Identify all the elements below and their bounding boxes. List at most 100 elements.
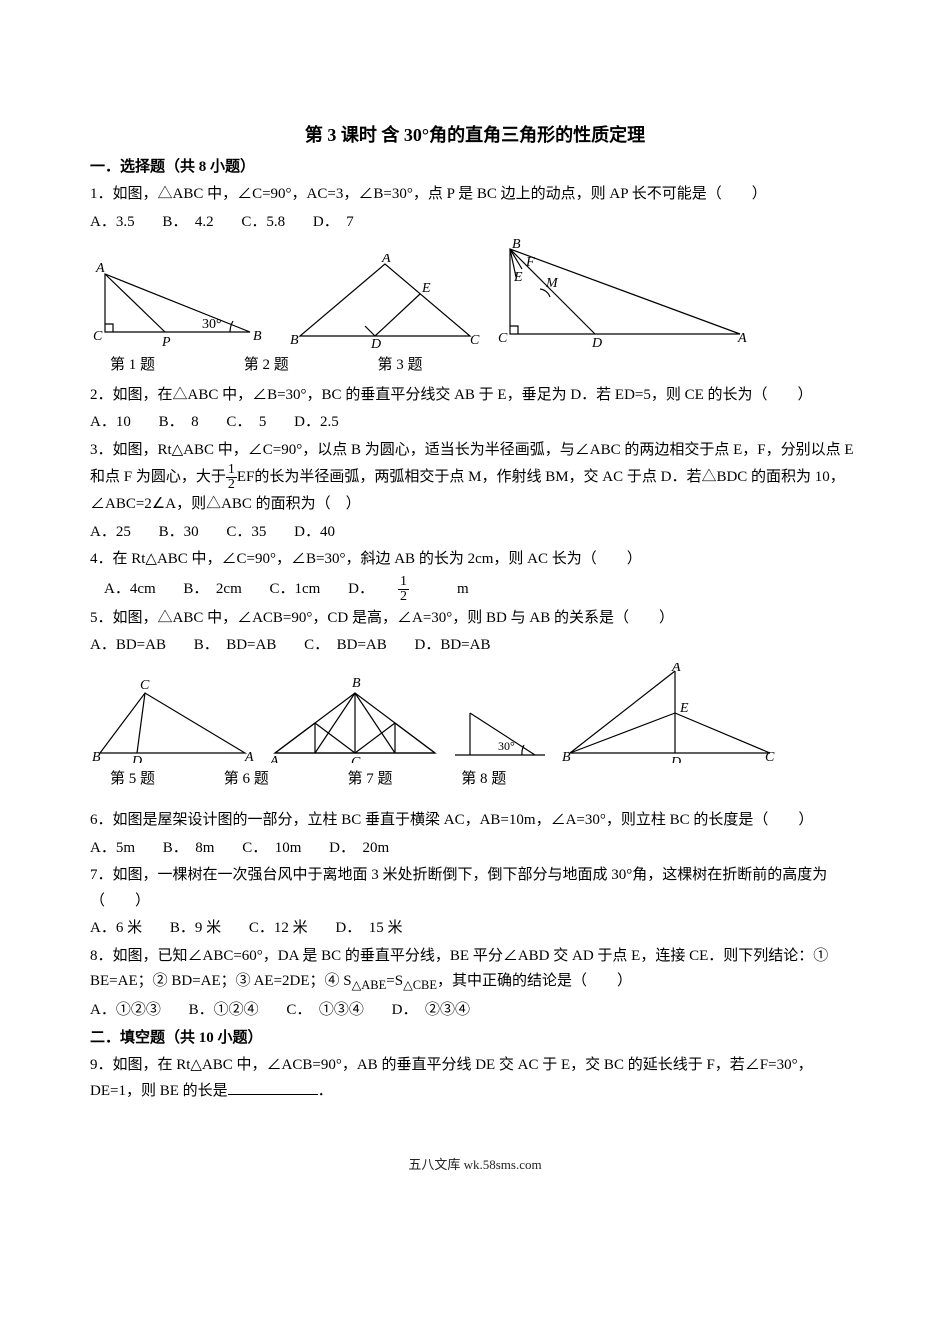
q7-choices: A．6 米 B．9 米 C．12 米 D． 15 米 [90,916,860,942]
svg-text:B: B [512,239,521,252]
svg-text:B: B [562,750,571,763]
figure-q6: A B C [270,673,440,763]
svg-text:D: D [131,754,142,763]
q4-choices: A．4cm B． 2cm C．1cm D．12m [90,575,860,604]
q4-A: A．4cm [104,577,156,603]
q3-A: A．25 [90,520,131,546]
svg-text:A: A [270,754,279,763]
q6-D: D． 20m [329,836,389,862]
figure-row-1: A C B P 30° A B C E D B [90,239,860,349]
fig3-label: 第 3 题 [378,353,423,379]
q1-B: B． 4.2 [162,210,213,236]
q8-sub2: △CBE [403,978,437,992]
q3-stem: 3．如图，Rt△ABC 中，∠C=90°，以点 B 为圆心，适当长为半径画弧，与… [90,438,860,518]
q5-stem: 5．如图，△ABC 中，∠ACB=90°，CD 是高，∠A=30°，则 BD 与… [90,606,860,632]
svg-text:F: F [525,255,535,270]
figure-q1: A C B P 30° [90,254,280,349]
q2-choices: A．10 B． 8 C． 5 D．2.5 [90,410,860,436]
svg-text:D: D [670,755,681,763]
section-2-heading: 二．填空题（共 10 小题） [90,1026,860,1052]
q8-A: A．①②③ [90,998,161,1024]
fig1-label: 第 1 题 [110,353,240,379]
figure-q7: 30° [450,673,550,763]
q4-B: B． 2cm [183,577,241,603]
svg-text:C: C [93,329,103,344]
q3-B: B．30 [159,520,199,546]
q2-D: D．2.5 [294,410,339,436]
svg-text:B: B [352,676,361,691]
fig8-label: 第 8 题 [461,767,506,793]
q1-stem: 1．如图，△ABC 中，∠C=90°，AC=3，∠B=30°，点 P 是 BC … [90,182,860,208]
q5-B: B． BD=AB [194,633,277,659]
svg-text:E: E [679,701,689,716]
q1-A: A．3.5 [90,210,135,236]
figure-q8: A B C D E [560,663,780,763]
q9-stem: 9．如图，在 Rt△ABC 中，∠ACB=90°，AB 的垂直平分线 DE 交 … [90,1053,860,1104]
svg-text:C: C [498,331,508,346]
q6-A: A．5m [90,836,135,862]
q7-D: D． 15 米 [335,916,402,942]
q6-C: C． 10m [242,836,301,862]
page-footer: 五八文库 wk.58sms.com [90,1154,860,1176]
svg-text:D: D [591,336,602,349]
q8-choices: A．①②③ B．①②④ C． ①③④ D． ②③④ [90,998,860,1024]
q6-choices: A．5m B． 8m C． 10m D． 20m [90,836,860,862]
q4-C: C．1cm [270,577,321,603]
q8-B: B．①②④ [189,998,259,1024]
q3-C: C．35 [226,520,266,546]
fig2-label: 第 2 题 [244,353,374,379]
q9-stem-p2: ． [318,1083,333,1099]
fig7-label: 第 7 题 [348,767,458,793]
q5-A: A．BD=AB [90,633,166,659]
svg-text:C: C [351,755,361,763]
q2-C: C． 5 [226,410,266,436]
q4-D: D．12m [348,575,493,604]
q8-stem-p2: =S [386,973,403,989]
q7-B: B．9 米 [170,916,221,942]
q5-C: C． BD=AB [304,633,387,659]
svg-text:B: B [92,750,101,763]
q2-A: A．10 [90,410,131,436]
svg-text:E: E [421,281,431,296]
svg-text:A: A [737,331,747,346]
svg-text:A: A [244,750,254,763]
q6-stem: 6．如图是屋架设计图的一部分，立柱 BC 垂直于横梁 AC，AB=10m，∠A=… [90,808,860,834]
q9-blank [228,1079,318,1095]
q8-stem-p3: ，其中正确的结论是（ ） [437,973,632,989]
q5-D: D．BD=AB [415,633,491,659]
svg-text:A: A [95,261,105,276]
q8-D: D． ②③④ [392,998,470,1024]
q8-stem: 8．如图，已知∠ABC=60°，DA 是 BC 的垂直平分线，BE 平分∠ABD… [90,944,860,997]
q8-sub1: △ABE [352,978,387,992]
figure-row-2-labels: 第 5 题 第 6 题 第 7 题 第 8 题 [110,767,860,793]
q4-stem: 4．在 Rt△ABC 中，∠C=90°，∠B=30°，斜边 AB 的长为 2cm… [90,547,860,573]
svg-text:C: C [765,750,775,763]
svg-text:30°: 30° [498,739,515,753]
q1-D: D． 7 [313,210,354,236]
q6-B: B． 8m [163,836,215,862]
q7-C: C．12 米 [249,916,308,942]
svg-text:C: C [140,678,150,693]
svg-text:A: A [381,254,391,266]
svg-text:B: B [253,329,262,344]
figure-q5: B A C D [90,673,260,763]
q8-C: C． ①③④ [286,998,364,1024]
svg-text:M: M [545,276,559,291]
fig5-label: 第 5 题 [110,767,220,793]
q2-stem: 2．如图，在△ABC 中，∠B=30°，BC 的垂直平分线交 AB 于 E，垂足… [90,383,860,409]
figure-row-2: B A C D A B C [90,663,860,763]
q7-A: A．6 米 [90,916,142,942]
q3-D: D．40 [294,520,335,546]
q1-choices: A．3.5 B． 4.2 C．5.8 D． 7 [90,210,860,236]
figure-q2: A B C E D [290,254,480,349]
svg-text:E: E [513,270,523,285]
figure-q3: B C A D F E M [490,239,750,349]
fig6-label: 第 6 题 [224,767,344,793]
q3-choices: A．25 B．30 C．35 D．40 [90,520,860,546]
q5-choices: A．BD=AB B． BD=AB C． BD=AB D．BD=AB [90,633,860,659]
q1-C: C．5.8 [241,210,285,236]
page-title: 第 3 课时 含 30°角的直角三角形的性质定理 [90,120,860,151]
svg-text:A: A [671,663,681,675]
q2-B: B． 8 [159,410,199,436]
svg-text:C: C [470,333,480,348]
